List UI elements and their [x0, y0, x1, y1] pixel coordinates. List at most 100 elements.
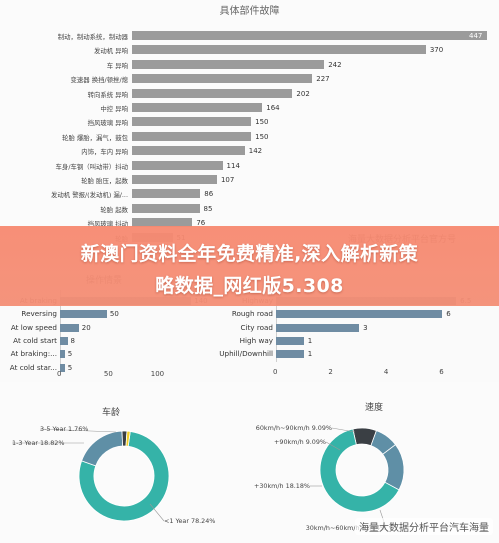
- scenario-bar: [60, 350, 65, 359]
- fault-value-label: 164: [266, 104, 280, 112]
- fault-bar: [132, 88, 293, 98]
- fault-category-label: 发动机 异响: [94, 47, 128, 56]
- fault-chart-panel: 具体部件故障 制动，制动系统，制动器 447 发动机 异响 370 车 异响 242 变速器…: [0, 0, 499, 243]
- road-x-tick: 0: [273, 368, 278, 376]
- headline-line-1: 新澳门资料全年免费精准,深入解析新策: [80, 243, 419, 265]
- road-value-label: 3: [363, 323, 368, 332]
- fault-category-label: 中控 异响: [100, 105, 128, 113]
- road-category-label: High way: [239, 335, 273, 345]
- fault-category-label: 轮胎 爆胎，漏气，鼓包: [62, 133, 128, 142]
- fault-bar: [132, 146, 245, 156]
- road-bar: [276, 310, 443, 319]
- pie-slice-label: 30km/h~60km/h 63.64%: [306, 524, 386, 532]
- fault-category-label: 变速器 换挡/顿挫/熄: [70, 76, 128, 85]
- fault-value-label: 85: [203, 204, 213, 213]
- road-category-label: City road: [240, 322, 273, 332]
- road-value-label: 1: [307, 336, 313, 345]
- scenario-category-label: At braking:...: [10, 349, 57, 359]
- fault-bar: [132, 203, 200, 213]
- scenario-value-label: 5: [67, 350, 73, 359]
- road-bar: [276, 323, 360, 332]
- scenario-x-tick: 0: [57, 370, 62, 378]
- road-bar: [276, 336, 304, 345]
- fault-value-label: 86: [204, 190, 214, 199]
- headline-line-2: 略数据_网红版5.308: [155, 275, 344, 297]
- road-value-label: 6: [446, 310, 451, 319]
- fault-category-label: 内饰，车内 异响: [81, 148, 128, 157]
- fault-bar: [132, 103, 263, 112]
- fault-bar: [132, 160, 223, 170]
- fault-category-label: 发动机 警报/(发动机) 漏/...: [51, 191, 128, 200]
- fault-chart-title: 具体部件故障: [219, 6, 280, 17]
- fault-bar: [132, 131, 252, 141]
- scenario-value-label: 5: [67, 363, 73, 372]
- fault-value-label: 150: [255, 132, 269, 141]
- watermark: 海量大数据分析平台汽车海量: [355, 518, 493, 535]
- fault-bar: [132, 45, 426, 55]
- scenario-category-label: Reversing: [21, 309, 57, 319]
- road-x-tick: 2: [328, 368, 333, 376]
- pie-leader-line: [331, 427, 356, 433]
- fault-category-label: 轮胎 起数: [100, 205, 128, 214]
- fault-category-label: 挡风玻璃 异响: [87, 119, 128, 128]
- road-category-label: Rough road: [231, 309, 273, 319]
- scenario-category-label: At low speed: [10, 322, 57, 332]
- scenario-value-label: 50: [109, 310, 119, 319]
- fault-category-label: 轮胎 胎压，起数: [81, 177, 128, 185]
- scenario-x-tick: 50: [103, 370, 113, 378]
- fault-value-label: 76: [196, 219, 206, 228]
- scenario-value-label: 8: [70, 336, 75, 345]
- road-x-tick: 4: [383, 368, 389, 376]
- pie-slice-label: +90km/h 9.09%: [274, 438, 326, 446]
- pie-panel: 车龄 速度 <1 Year 78.24% 1-3 Year 18.82% 3-5 Y…: [0, 382, 499, 543]
- road-bar: [276, 350, 304, 359]
- fault-value-label: 142: [248, 147, 263, 156]
- fault-bar: [132, 218, 193, 228]
- pie-slice: [81, 430, 124, 467]
- age-pie-title: 车龄: [102, 408, 121, 418]
- pie-charts: <1 Year 78.24% 1-3 Year 18.82% 3-5 Year 1.…: [12, 424, 405, 532]
- road-value-label: 1: [307, 350, 313, 359]
- pie-slice: [78, 430, 170, 522]
- pie-leader-line: [149, 503, 165, 522]
- scenario-bar: [60, 323, 79, 332]
- fault-value-label: 370: [429, 46, 444, 55]
- fault-value-label: 202: [296, 89, 310, 98]
- fault-category-label: 转向系统 异响: [87, 90, 128, 99]
- speed-pie-title: 速度: [365, 403, 384, 413]
- fault-value-label: 114: [226, 161, 240, 170]
- scenario-category-label: At cold star...: [9, 362, 57, 372]
- fault-category-label: 制动，制动系统，制动器: [57, 33, 128, 41]
- fault-category-label: 车身/车钢（叫动带）抖动: [55, 162, 128, 171]
- fault-bar: [132, 31, 487, 40]
- road-x-tick: 6: [439, 368, 444, 376]
- fault-bar: [132, 74, 313, 84]
- fault-category-label: 车 异响: [106, 61, 128, 70]
- fault-value-label: 107: [220, 176, 235, 184]
- scenario-category-label: At cold start: [13, 335, 57, 345]
- scenario-bar: [60, 363, 65, 372]
- pie-slice-label: 60km/h~90km/h 9.09%: [256, 424, 332, 432]
- scenario-bar: [60, 336, 68, 345]
- scenario-value-label: 20: [81, 323, 91, 332]
- fault-bar: [132, 59, 325, 69]
- fault-value-label: 227: [316, 75, 330, 84]
- pie-slice-label: +30km/h 18.18%: [254, 482, 310, 490]
- pie-leader-line: [39, 428, 117, 433]
- scenario-bar: [60, 310, 107, 319]
- fault-bar: [132, 175, 217, 184]
- fault-value-label: 150: [255, 118, 269, 127]
- fault-value-label: 447: [469, 32, 483, 40]
- fault-bar: [132, 117, 252, 127]
- road-category-label: Uphill/Downhill: [219, 349, 273, 359]
- pie-slice-label: 3-5 Year 1.76%: [40, 425, 88, 433]
- pie-slice-label: 1-3 Year 18.82%: [12, 439, 64, 447]
- pie-leader-line: [325, 441, 341, 451]
- fault-category-label: 挡风玻璃 抖动: [87, 220, 128, 229]
- headline-banner[interactable]: 新澳门资料全年免费精准,深入解析新策 略数据_网红版5.308: [0, 226, 499, 306]
- pie-slice-label: <1 Year 78.24%: [164, 517, 215, 525]
- scenario-x-tick: 100: [150, 370, 165, 378]
- fault-value-label: 242: [328, 60, 342, 69]
- fault-bar: [132, 189, 201, 199]
